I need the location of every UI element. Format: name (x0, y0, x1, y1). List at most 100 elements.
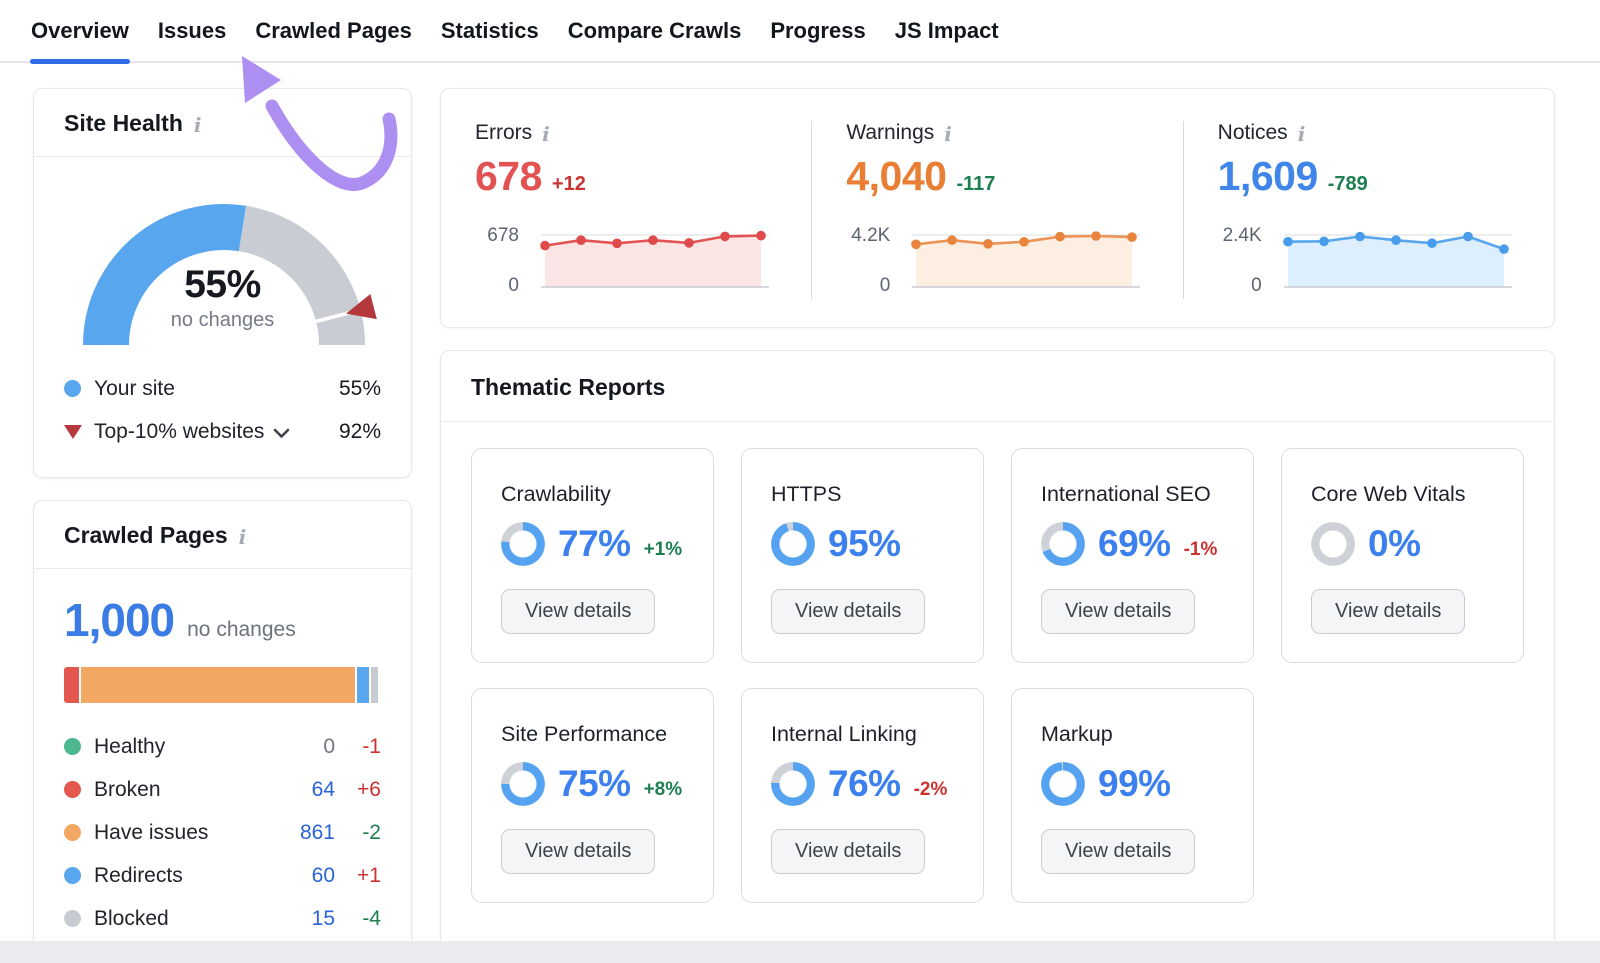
axis-min-label: 0 (508, 275, 519, 296)
tab-progress[interactable]: Progress (770, 17, 866, 43)
score-donut (501, 522, 545, 566)
row-label: Have issues (94, 820, 209, 844)
thematic-card-title: Site Performance (501, 722, 668, 746)
info-icon[interactable]: i (542, 122, 550, 146)
page-bottom-strip (0, 941, 1600, 963)
axis-min-label: 0 (1251, 275, 1262, 296)
score-donut (1311, 522, 1355, 566)
stat-title: Errors (475, 121, 533, 144)
view-details-button[interactable]: View details (1311, 589, 1466, 634)
thematic-card-markup: Markup 99% View details (1011, 688, 1254, 903)
view-details-button[interactable]: View details (1041, 829, 1196, 874)
row-label: Blocked (94, 906, 169, 930)
row-value[interactable]: 15 (311, 906, 335, 930)
stat-notices: Notices i 1,609 -789 2.4K 0 (1182, 121, 1554, 299)
info-icon[interactable]: i (193, 112, 202, 137)
info-icon[interactable]: i (944, 122, 952, 146)
axis-max-label: 4.2K (851, 225, 891, 246)
legend-value: 92% (338, 419, 381, 443)
thematic-reports-header: Thematic Reports (441, 351, 1554, 422)
blue-dot-icon (64, 380, 94, 397)
row-label: Healthy (94, 734, 166, 758)
legend-label: Top-10% websites (94, 419, 265, 443)
status-dot-icon (64, 910, 81, 927)
thematic-card-core-web-vitals: Core Web Vitals 0% View details (1281, 448, 1524, 663)
score-donut (1041, 522, 1085, 566)
right-column: Errors i 678 +12 678 0 Warnings i 4,040 -117 4.2K 0… (440, 88, 1555, 963)
bar-segment-redirects (354, 667, 369, 703)
row-label: Broken (94, 777, 161, 801)
score-donut (1041, 762, 1085, 806)
thematic-card-international-seo: International SEO 69% -1% View details (1011, 448, 1254, 663)
tab-issues[interactable]: Issues (157, 17, 227, 43)
site-health-card: Site Health i 55% no changes Your site 55… (33, 88, 412, 478)
tab-crawled-pages[interactable]: Crawled Pages (255, 17, 412, 43)
crawled-pages-total-row: 1,000 no changes (64, 593, 381, 647)
tab-list: Overview Issues Crawled Pages Statistics Com… (30, 0, 1000, 64)
crawled-row-blocked: Blocked 15 -4 (64, 897, 381, 940)
status-dot-icon (64, 824, 81, 841)
site-health-legend-row: Your site 55% (64, 367, 381, 410)
stat-value: 678 (475, 153, 542, 199)
status-dot-icon (64, 738, 81, 755)
bar-segment-have-issues (78, 667, 355, 703)
axis-max-label: 678 (487, 225, 519, 246)
axis-max-label: 2.4K (1222, 225, 1262, 246)
site-health-score: 55% (184, 263, 261, 306)
stat-errors: Errors i 678 +12 678 0 (441, 121, 811, 299)
site-health-gauge: 55% no changes (34, 157, 411, 357)
thematic-card-title: Markup (1041, 722, 1113, 746)
view-details-button[interactable]: View details (501, 829, 656, 874)
crawled-pages-stacked-bar (64, 667, 381, 703)
view-details-button[interactable]: View details (1041, 589, 1196, 634)
legend-value: 55% (338, 376, 381, 400)
stat-sparkline: 678 0 (475, 220, 793, 298)
crawled-pages-legend: Healthy 0 -1 Broken 64 +6 Have issues 861 -2 Redi… (64, 725, 381, 940)
view-details-button[interactable]: View details (771, 829, 926, 874)
issue-stats-card: Errors i 678 +12 678 0 Warnings i 4,040 -117 4.2K 0… (440, 88, 1555, 328)
row-delta: +1 (357, 863, 381, 887)
tab-js-impact[interactable]: JS Impact (894, 17, 999, 43)
stat-delta: -117 (956, 173, 996, 195)
red-triangle-icon (64, 424, 94, 439)
view-details-button[interactable]: View details (771, 589, 926, 634)
score-percent: 99% (1098, 763, 1171, 804)
stat-title: Warnings (846, 121, 935, 144)
row-value[interactable]: 60 (311, 863, 335, 887)
site-health-change: no changes (170, 309, 275, 331)
thematic-card-https: HTTPS 95% View details (741, 448, 984, 663)
score-percent: 95% (828, 523, 901, 564)
tab-overview[interactable]: Overview (30, 0, 130, 64)
stat-title: Notices (1217, 121, 1288, 144)
row-value: 0 (323, 734, 335, 758)
chevron-down-icon[interactable] (273, 428, 290, 439)
thematic-card-crawlability: Crawlability 77% +1% View details (471, 448, 714, 663)
info-icon[interactable]: i (1297, 122, 1306, 146)
crawled-row-healthy: Healthy 0 -1 (64, 725, 381, 768)
view-details-button[interactable]: View details (501, 589, 656, 634)
tab-compare-crawls[interactable]: Compare Crawls (567, 17, 742, 43)
bar-segment-broken (64, 667, 79, 703)
score-percent: 75% (558, 763, 631, 804)
site-health-legend-row: Top-10% websites 92% (64, 410, 381, 453)
row-value[interactable]: 64 (311, 777, 335, 801)
row-delta: -1 (362, 734, 381, 758)
page-body: Site Health i 55% no changes Your site 55… (33, 88, 1555, 963)
thematic-reports-title: Thematic Reports (471, 374, 666, 400)
row-value[interactable]: 861 (299, 820, 335, 844)
row-delta: -2 (362, 820, 381, 844)
info-icon[interactable]: i (238, 524, 247, 549)
tab-statistics[interactable]: Statistics (440, 17, 539, 43)
row-label: Redirects (94, 863, 183, 887)
gauge-center-text: 55% no changes (34, 263, 411, 332)
score-delta: +1% (643, 539, 683, 560)
crawled-row-have-issues: Have issues 861 -2 (64, 811, 381, 854)
tab-bar: Overview Issues Crawled Pages Statistics Com… (0, 0, 1600, 64)
crawled-pages-change: no changes (187, 618, 296, 641)
axis-min-label: 0 (879, 275, 891, 296)
site-health-title: Site Health (64, 110, 183, 136)
left-column: Site Health i 55% no changes Your site 55… (33, 88, 412, 963)
thematic-reports-grid: Crawlability 77% +1% View details HTTPS 95% Vi… (441, 422, 1554, 933)
crawled-pages-header: Crawled Pages i (34, 501, 411, 569)
score-percent: 69% (1098, 523, 1171, 564)
